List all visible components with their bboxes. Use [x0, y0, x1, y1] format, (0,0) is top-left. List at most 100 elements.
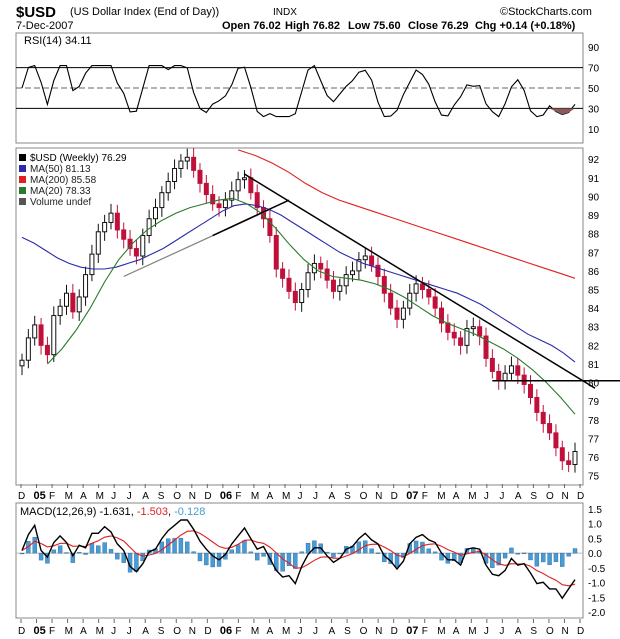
x-tick-label: A: [329, 626, 336, 637]
candle-body: [121, 229, 127, 240]
price-tick-label: 82: [588, 341, 600, 352]
macd-histogram-bar: [108, 549, 114, 554]
price-tick-label: 87: [588, 248, 600, 259]
candle-body: [222, 199, 228, 209]
x-tick-label: A: [80, 491, 87, 502]
macd-histogram-bar: [502, 552, 508, 559]
x-tick-label: J: [499, 626, 504, 637]
candle-body: [57, 305, 63, 317]
macd-histogram-bar: [89, 543, 95, 554]
x-tick-label: F: [235, 626, 241, 637]
x-tick-label: O: [546, 491, 554, 502]
candle-body: [140, 235, 146, 257]
candle-body: [419, 283, 425, 291]
x-tick-label: D: [577, 491, 584, 502]
candle-body: [95, 231, 101, 255]
candle-body: [534, 396, 540, 413]
legend-entry: Volume undef: [30, 197, 91, 208]
x-tick-label: F: [49, 626, 55, 637]
price-tick-label: 80: [588, 379, 600, 390]
macd-histogram-bar: [426, 548, 432, 554]
candle-body: [235, 179, 241, 192]
x-tick-label: A: [515, 491, 522, 502]
candle-body: [70, 292, 76, 313]
candle-body: [197, 169, 203, 184]
candle-body: [362, 255, 368, 261]
x-tick-label: D: [577, 626, 584, 637]
candle-body: [337, 285, 343, 292]
legend-entry: MA(200) 85.58: [30, 175, 97, 186]
macd-histogram-bar: [432, 551, 438, 554]
chart-source: ©StockCharts.com: [500, 6, 592, 18]
x-tick-label: M: [468, 626, 476, 637]
macd-histogram-bar: [45, 552, 50, 564]
candle-body: [528, 383, 534, 398]
candle-body: [400, 307, 406, 320]
macd-panel-frame: [15, 502, 584, 619]
ma200-line: [237, 149, 576, 279]
macd-histogram-bar: [541, 552, 546, 563]
candle-body: [432, 296, 438, 309]
x-tick-label: F: [422, 626, 428, 637]
ma20-line: [47, 197, 576, 415]
x-tick-label: O: [360, 491, 368, 502]
x-tick-label: A: [515, 626, 522, 637]
candle-body: [521, 374, 527, 385]
macd-histogram-bar: [178, 537, 184, 554]
chart-symbol: $USD: [16, 4, 56, 21]
legend-entry: MA(20) 78.33: [30, 186, 91, 197]
macd-histogram-bar: [420, 541, 425, 554]
candle-body: [318, 262, 324, 270]
macd-histogram-bar: [337, 552, 343, 555]
price-tick-label: 76: [588, 453, 600, 464]
x-tick-label: 06: [220, 625, 232, 637]
price-tick-label: 91: [588, 174, 600, 185]
candle-body: [470, 326, 476, 330]
price-tick-label: 85: [588, 286, 600, 297]
quote-close: Close 76.29: [408, 20, 469, 32]
x-tick-label: F: [422, 491, 428, 502]
candle-body: [63, 292, 69, 307]
legend-entry: $USD (Weekly) 76.29: [30, 153, 127, 164]
candle-body: [273, 235, 279, 270]
price-tick-label: 83: [588, 323, 600, 334]
rsi-tick-label: 70: [588, 64, 600, 75]
candle-body: [133, 248, 139, 257]
candle-body: [483, 335, 489, 359]
candle-body: [51, 315, 57, 356]
candle-body: [19, 359, 25, 367]
macd-histogram-bar: [32, 537, 37, 554]
macd-tick-label: -1.0: [588, 579, 606, 590]
macd-histogram-bar: [560, 552, 565, 567]
macd-tick-label: 0.5: [588, 534, 602, 545]
x-tick-label: A: [453, 626, 460, 637]
candle-body: [502, 372, 508, 382]
x-tick-label: M: [282, 626, 290, 637]
chart-date: 7-Dec-2007: [16, 20, 73, 32]
x-tick-label: D: [204, 491, 211, 502]
x-tick-label: J: [484, 626, 489, 637]
x-tick-label: D: [391, 626, 398, 637]
x-tick-label: M: [251, 491, 259, 502]
chart-title: (US Dollar Index (End of Day)): [70, 6, 219, 18]
x-tick-label: F: [49, 491, 55, 502]
rsi-oversold-fill: [549, 108, 575, 115]
price-tick-label: 89: [588, 211, 600, 222]
x-tick-label: A: [453, 491, 460, 502]
macd-histogram-bar: [509, 547, 514, 554]
rsi-tick-label: 10: [588, 125, 600, 136]
x-tick-label: M: [437, 626, 445, 637]
macd-histogram-bar: [293, 552, 298, 569]
candle-body: [178, 160, 184, 169]
candle-body: [375, 264, 381, 277]
macd-histogram-bar: [388, 552, 393, 564]
macd-histogram-bar: [521, 552, 527, 554]
x-tick-label: S: [530, 626, 537, 637]
x-tick-label: J: [298, 491, 303, 502]
candle-body: [280, 268, 286, 279]
candle-body: [477, 326, 483, 337]
macd-histogram-bar: [413, 540, 419, 554]
x-tick-label: M: [468, 491, 476, 502]
quote-low: Low 75.60: [348, 20, 401, 32]
